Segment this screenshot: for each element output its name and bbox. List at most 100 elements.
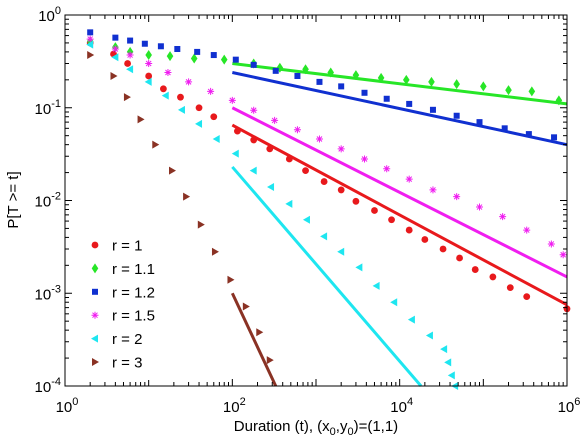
data-point [145, 59, 153, 67]
x-tick-label: 100 [56, 396, 79, 416]
data-point [126, 65, 134, 74]
data-point [271, 116, 279, 124]
data-point [111, 45, 119, 53]
data-point [453, 193, 461, 201]
data-point [272, 67, 279, 74]
y-tick-label: 10-1 [35, 98, 61, 118]
data-point [145, 50, 152, 61]
data-point [523, 293, 531, 301]
data-point [501, 125, 508, 132]
data-point [480, 81, 487, 92]
data-point [428, 76, 435, 87]
data-point [456, 254, 463, 262]
data-point [439, 245, 447, 253]
data-point [476, 119, 483, 126]
legend-label: r = 1 [112, 238, 142, 255]
data-point [144, 77, 152, 86]
data-point [197, 220, 205, 229]
data-point [228, 96, 236, 104]
data-point [266, 145, 274, 153]
data-point [183, 192, 191, 201]
legend-marker [91, 263, 99, 274]
data-point [249, 166, 257, 175]
data-point [123, 93, 131, 102]
data-point [453, 79, 460, 90]
chart-marks [86, 29, 571, 390]
data-point [168, 166, 176, 175]
data-point [86, 35, 94, 43]
data-point [499, 213, 507, 221]
data-point [111, 53, 119, 62]
data-point [266, 356, 274, 365]
data-point [453, 112, 460, 119]
data-point [447, 371, 455, 380]
data-point [231, 149, 239, 158]
data-point [505, 85, 512, 96]
data-point [157, 43, 164, 50]
data-point [444, 358, 452, 367]
data-point [250, 106, 258, 114]
legend-item: r = 2 [91, 331, 142, 348]
fit-line-series-3 [232, 71, 568, 147]
data-point [234, 127, 241, 135]
data-point [145, 72, 153, 80]
data-point [388, 216, 395, 224]
data-point [177, 105, 185, 114]
data-point [327, 67, 335, 78]
data-point [152, 140, 160, 149]
data-point [126, 51, 134, 59]
series-6 [87, 51, 278, 387]
data-point [86, 40, 94, 49]
legend-marker [91, 334, 98, 343]
data-point [476, 203, 484, 211]
data-point [506, 284, 514, 292]
data-point [87, 51, 95, 60]
data-point [285, 199, 293, 208]
data-point [337, 247, 345, 256]
data-point [372, 281, 380, 290]
data-point [141, 40, 148, 47]
legend-marker [92, 358, 99, 366]
legend-item: r = 1.2 [92, 284, 155, 301]
data-point [361, 89, 368, 96]
data-point [405, 175, 413, 183]
x-tick-label: 102 [223, 396, 246, 416]
data-point [302, 64, 309, 75]
legend-box [80, 232, 190, 380]
data-point [551, 134, 558, 141]
fit-line-series-4 [231, 106, 568, 279]
data-point [559, 251, 567, 259]
data-point [256, 328, 264, 337]
data-point [406, 100, 413, 107]
data-point [402, 74, 410, 85]
data-point [316, 78, 323, 85]
data-point [528, 86, 536, 97]
data-point [210, 52, 217, 59]
data-point [285, 155, 293, 163]
data-point [302, 167, 309, 175]
x-tick-label: 106 [558, 396, 581, 416]
legend-label: r = 2 [112, 331, 142, 348]
data-point [338, 83, 345, 90]
data-point [250, 61, 257, 68]
data-point [242, 302, 250, 311]
data-point [174, 45, 181, 52]
y-tick-label: 10-3 [35, 283, 61, 303]
data-point [361, 155, 369, 163]
legend-item: r = 1.5 [91, 308, 155, 325]
data-point [429, 106, 436, 113]
data-point [212, 135, 220, 144]
data-point [383, 95, 390, 102]
data-point [523, 226, 531, 234]
data-point [112, 34, 119, 41]
legend-label: r = 1.1 [112, 261, 155, 278]
legend-label: r = 3 [112, 355, 142, 372]
data-point [555, 95, 563, 106]
data-point [220, 54, 228, 65]
data-point [159, 85, 167, 93]
data-point [294, 72, 301, 79]
legend-marker [91, 311, 99, 319]
fit-line-series-2 [232, 62, 568, 106]
data-point [137, 115, 145, 124]
